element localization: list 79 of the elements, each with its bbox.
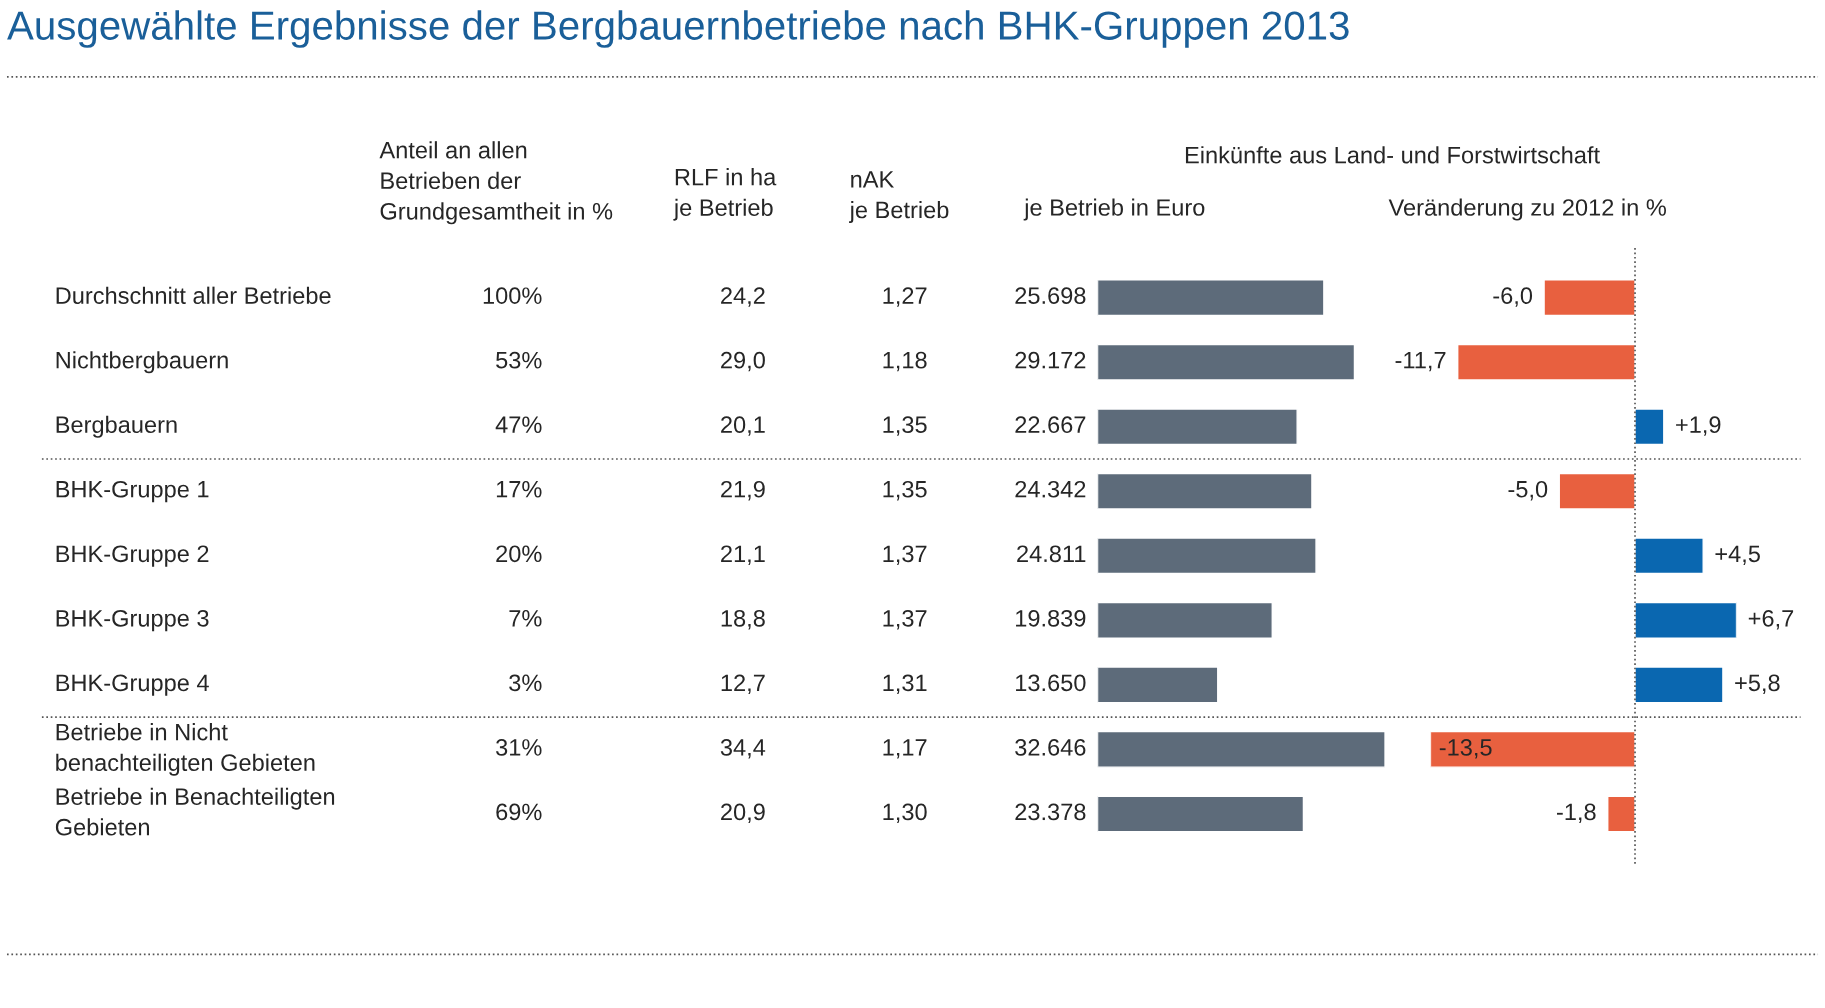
- category-label: Durchschnitt aller Betriebe: [56, 286, 331, 304]
- category-label: BHK-Gruppe 1: [56, 480, 209, 503]
- bar: [1097, 343, 1356, 381]
- bar: [1634, 666, 1724, 704]
- text: 1,27: [883, 287, 927, 307]
- text: 1,18: [883, 351, 927, 372]
- text: 21,1: [721, 545, 765, 565]
- bar: [1430, 730, 1636, 768]
- chart-subtitle: je Betrieb in Euro: [1023, 198, 1205, 221]
- category-label: BHK-Gruppe 4: [56, 674, 209, 696]
- text: 1,35: [883, 416, 927, 436]
- text: 53%: [496, 351, 542, 369]
- text: 3%: [509, 674, 542, 692]
- text: 12,7: [721, 674, 765, 694]
- text: 24,2: [721, 287, 765, 307]
- text: 1,35: [883, 480, 927, 501]
- data-label: -13,5: [1439, 739, 1492, 759]
- text: 31%: [496, 739, 542, 756]
- category-label: Bergbauern: [56, 415, 177, 438]
- data-label: 13.650: [1016, 674, 1086, 692]
- data-label: 24.342: [1015, 480, 1086, 498]
- data-label: +1,9: [1676, 416, 1721, 436]
- text: Ausgewählte Ergebnisse der Bergbauernbetriebe nach BHK-Gruppen 2013: [7, 10, 1349, 48]
- text: 20,1: [721, 416, 765, 436]
- category-label: BHK-Gruppe 3: [56, 609, 209, 632]
- text: 7%: [509, 610, 542, 627]
- text: 1,31: [883, 674, 927, 694]
- data-label: 22.667: [1015, 416, 1086, 434]
- text: 18,8: [721, 609, 765, 630]
- text: 34,4: [720, 739, 766, 759]
- data-label: 25.698: [1015, 287, 1086, 304]
- bar: [1607, 795, 1636, 833]
- bar: [1097, 601, 1273, 639]
- data-label: 19.839: [1016, 609, 1086, 627]
- category-label: Betriebe in Nicht benachteiligten Gebieten: [56, 723, 315, 776]
- text: 1,37: [883, 545, 927, 565]
- bar: [1543, 279, 1636, 317]
- text: 47%: [495, 416, 542, 433]
- text: 1,17: [883, 739, 927, 759]
- data-label: +5,8: [1735, 674, 1780, 694]
- text: 1,37: [883, 609, 927, 630]
- data-label: -1,8: [1556, 803, 1596, 824]
- text: 20,9: [721, 803, 765, 824]
- category-label: Nichtbergbauern: [56, 351, 228, 374]
- data-label: 23.378: [1015, 803, 1086, 821]
- data-label: 29.172: [1015, 351, 1086, 369]
- data-label: +4,5: [1715, 545, 1760, 565]
- data-label: +6,7: [1748, 609, 1794, 630]
- category-label: Betriebe in Benachteiligten Gebieten: [55, 787, 335, 836]
- bar: [1097, 279, 1325, 317]
- text: nAK je Betrieb: [849, 171, 949, 223]
- text: Anteil an allen Betrieben der Grundgesamtheit in %: [379, 141, 613, 225]
- bar: [1097, 472, 1313, 510]
- bar: [1634, 537, 1704, 575]
- bar: [1097, 408, 1298, 446]
- bar: [1097, 795, 1305, 833]
- chart-title: Veränderung zu 2012 in %: [1388, 198, 1666, 221]
- text: RLF in ha je Betrieb: [673, 168, 777, 221]
- data-label: -6,0: [1493, 287, 1533, 307]
- text: 69%: [496, 803, 542, 821]
- text: 29,0: [721, 351, 765, 372]
- chart-title: Einkünfte aus Land- und Forstwirtschaft: [1185, 146, 1600, 164]
- data-label: 24.811: [1017, 545, 1086, 563]
- category-label: BHK-Gruppe 2: [56, 545, 209, 567]
- data-label: -11,7: [1395, 352, 1446, 372]
- bar: [1097, 730, 1386, 768]
- text: 1,30: [883, 803, 927, 824]
- text: 20%: [496, 545, 542, 563]
- text: 100%: [483, 287, 542, 304]
- bar: [1097, 666, 1219, 704]
- data-label: 32.646: [1015, 739, 1086, 756]
- text: 17%: [496, 480, 542, 498]
- bar: [1097, 537, 1317, 575]
- bar: [1634, 601, 1737, 639]
- bar: [1558, 472, 1636, 510]
- bar: [1634, 408, 1665, 446]
- text: 21,9: [721, 480, 765, 501]
- bar: [1457, 343, 1636, 381]
- data-label: -5,0: [1508, 480, 1548, 501]
